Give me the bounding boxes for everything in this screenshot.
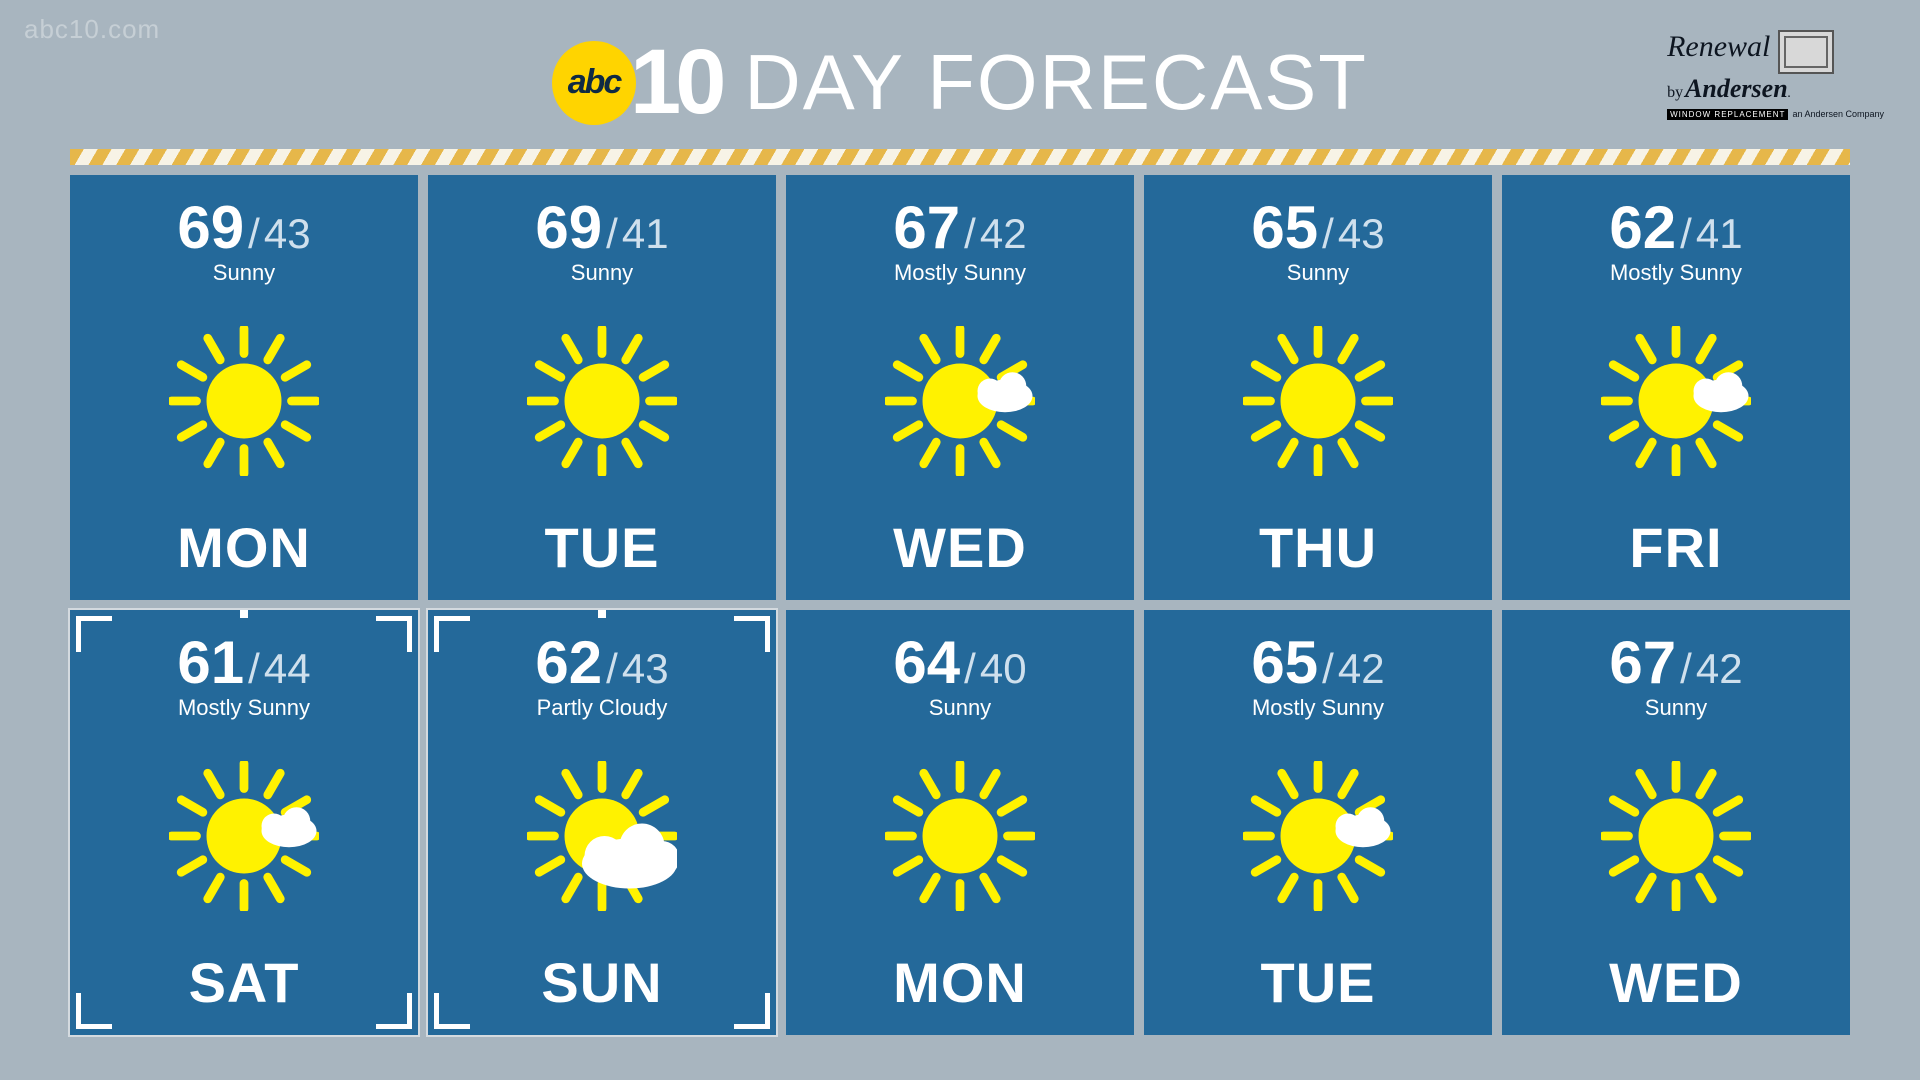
low-temp: 42 bbox=[980, 210, 1027, 258]
temp-slash: / bbox=[1322, 210, 1334, 258]
temp-slash: / bbox=[606, 210, 618, 258]
sunny-icon bbox=[885, 721, 1035, 950]
sponsor-block: Renewal byAndersen. WINDOW REPLACEMENT a… bbox=[1667, 30, 1884, 122]
sponsor-tag: WINDOW REPLACEMENT bbox=[1667, 109, 1788, 120]
divider-stripe bbox=[70, 149, 1850, 165]
high-temp: 62 bbox=[1609, 193, 1676, 262]
temp-slash: / bbox=[1680, 645, 1692, 693]
day-label: WED bbox=[893, 515, 1027, 580]
temps: 65 / 43 bbox=[1251, 193, 1384, 262]
day-label: MON bbox=[177, 515, 311, 580]
low-temp: 43 bbox=[622, 645, 669, 693]
temps: 62 / 41 bbox=[1609, 193, 1742, 262]
temps: 67 / 42 bbox=[893, 193, 1026, 262]
mostly-sunny-icon bbox=[1601, 286, 1751, 515]
day-label: TUE bbox=[1261, 950, 1376, 1015]
forecast-card: 67 / 42 Mostly Sunny WED bbox=[786, 175, 1134, 600]
forecast-card: 65 / 42 Mostly Sunny TUE bbox=[1144, 610, 1492, 1035]
condition-text: Mostly Sunny bbox=[894, 260, 1026, 286]
abc-logo-circle: abc bbox=[552, 41, 636, 125]
sponsor-name: Andersen bbox=[1685, 74, 1788, 103]
partly-cloudy-icon bbox=[527, 721, 677, 950]
forecast-grid: 69 / 43 Sunny MON 69 / 41 Sunny TUE 67 /… bbox=[70, 175, 1850, 1035]
day-label: MON bbox=[893, 950, 1027, 1015]
temps: 69 / 43 bbox=[177, 193, 310, 262]
title-bar: abc 10 DAY FORECAST Renewal byAndersen. … bbox=[0, 0, 1920, 135]
high-temp: 65 bbox=[1251, 193, 1318, 262]
forecast-card: 69 / 41 Sunny TUE bbox=[428, 175, 776, 600]
temp-slash: / bbox=[606, 645, 618, 693]
mostly-sunny-icon bbox=[169, 721, 319, 950]
station-number: 10 bbox=[630, 30, 720, 135]
high-temp: 67 bbox=[893, 193, 960, 262]
forecast-card: 65 / 43 Sunny THU bbox=[1144, 175, 1492, 600]
sponsor-sub: an Andersen Company bbox=[1792, 109, 1884, 119]
temp-slash: / bbox=[248, 645, 260, 693]
sunny-icon bbox=[169, 286, 319, 515]
temp-slash: / bbox=[964, 645, 976, 693]
low-temp: 44 bbox=[264, 645, 311, 693]
high-temp: 61 bbox=[177, 628, 244, 697]
condition-text: Sunny bbox=[1645, 695, 1707, 721]
sunny-icon bbox=[1243, 286, 1393, 515]
temps: 65 / 42 bbox=[1251, 628, 1384, 697]
condition-text: Mostly Sunny bbox=[178, 695, 310, 721]
sponsor-by: by bbox=[1667, 84, 1683, 101]
sunny-icon bbox=[1601, 721, 1751, 950]
mostly-sunny-icon bbox=[1243, 721, 1393, 950]
temp-slash: / bbox=[964, 210, 976, 258]
mostly-sunny-icon bbox=[885, 286, 1035, 515]
temp-slash: / bbox=[248, 210, 260, 258]
low-temp: 42 bbox=[1696, 645, 1743, 693]
day-label: FRI bbox=[1629, 515, 1722, 580]
day-label: SUN bbox=[541, 950, 662, 1015]
high-temp: 62 bbox=[535, 628, 602, 697]
day-label: SAT bbox=[189, 950, 300, 1015]
temps: 61 / 44 bbox=[177, 628, 310, 697]
forecast-title: DAY FORECAST bbox=[744, 37, 1368, 128]
condition-text: Sunny bbox=[929, 695, 991, 721]
temps: 64 / 40 bbox=[893, 628, 1026, 697]
low-temp: 41 bbox=[622, 210, 669, 258]
temps: 69 / 41 bbox=[535, 193, 668, 262]
temps: 67 / 42 bbox=[1609, 628, 1742, 697]
condition-text: Mostly Sunny bbox=[1252, 695, 1384, 721]
condition-text: Mostly Sunny bbox=[1610, 260, 1742, 286]
sponsor-badge-icon bbox=[1778, 30, 1834, 74]
condition-text: Sunny bbox=[213, 260, 275, 286]
low-temp: 41 bbox=[1696, 210, 1743, 258]
low-temp: 40 bbox=[980, 645, 1027, 693]
sponsor-line1: Renewal bbox=[1667, 30, 1770, 63]
forecast-card: 62 / 41 Mostly Sunny FRI bbox=[1502, 175, 1850, 600]
low-temp: 43 bbox=[1338, 210, 1385, 258]
day-label: THU bbox=[1259, 515, 1377, 580]
forecast-card: 67 / 42 Sunny WED bbox=[1502, 610, 1850, 1035]
high-temp: 65 bbox=[1251, 628, 1318, 697]
high-temp: 69 bbox=[535, 193, 602, 262]
high-temp: 69 bbox=[177, 193, 244, 262]
station-logo: abc 10 bbox=[552, 30, 720, 135]
high-temp: 64 bbox=[893, 628, 960, 697]
low-temp: 42 bbox=[1338, 645, 1385, 693]
condition-text: Sunny bbox=[1287, 260, 1349, 286]
condition-text: Sunny bbox=[571, 260, 633, 286]
condition-text: Partly Cloudy bbox=[537, 695, 668, 721]
forecast-card: 69 / 43 Sunny MON bbox=[70, 175, 418, 600]
temp-slash: / bbox=[1680, 210, 1692, 258]
high-temp: 67 bbox=[1609, 628, 1676, 697]
temp-slash: / bbox=[1322, 645, 1334, 693]
temps: 62 / 43 bbox=[535, 628, 668, 697]
forecast-card: 64 / 40 Sunny MON bbox=[786, 610, 1134, 1035]
forecast-card: 62 / 43 Partly Cloudy SUN bbox=[428, 610, 776, 1035]
low-temp: 43 bbox=[264, 210, 311, 258]
sunny-icon bbox=[527, 286, 677, 515]
day-label: TUE bbox=[545, 515, 660, 580]
forecast-card: 61 / 44 Mostly Sunny SAT bbox=[70, 610, 418, 1035]
day-label: WED bbox=[1609, 950, 1743, 1015]
